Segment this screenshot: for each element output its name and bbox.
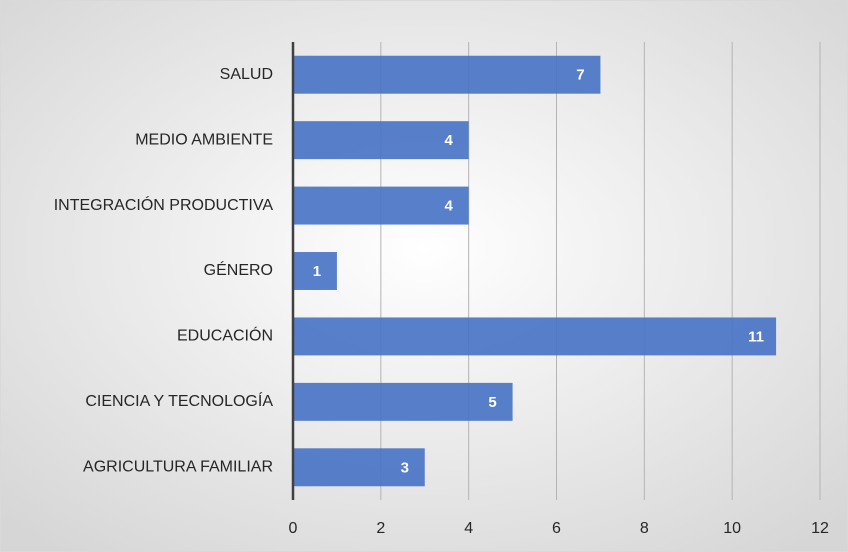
data-label: 4 [444,132,453,149]
y-tick-label: SALUD [220,66,273,83]
y-tick-label: EDUCACIÓN [177,326,273,345]
y-tick-label: CIENCIA Y TECNOLOGÍA [85,391,273,410]
x-tick-label: 10 [723,520,741,537]
data-label: 4 [444,198,453,215]
x-tick-label: 6 [552,520,561,537]
data-label: 1 [313,263,321,280]
bar [293,448,425,487]
x-tick-label: 0 [289,520,298,537]
x-tick-label: 4 [464,520,473,537]
x-tick-label: 2 [376,520,385,537]
x-tick-label: 12 [811,520,829,537]
data-label: 5 [488,394,496,411]
x-tick-label: 8 [640,520,649,537]
data-label: 7 [576,67,584,84]
bar [293,186,469,225]
bar [293,317,777,356]
y-tick-label: MEDIO AMBIENTE [135,131,273,148]
bar [293,382,513,421]
bar [293,121,469,160]
y-tick-label: AGRICULTURA FAMILIAR [83,459,273,476]
data-label: 3 [401,459,409,476]
y-tick-label: GÉNERO [204,260,273,279]
bar [293,252,337,290]
bar [293,55,601,94]
y-tick-label: INTEGRACIÓN PRODUCTIVA [54,195,274,214]
data-label: 11 [748,328,764,345]
